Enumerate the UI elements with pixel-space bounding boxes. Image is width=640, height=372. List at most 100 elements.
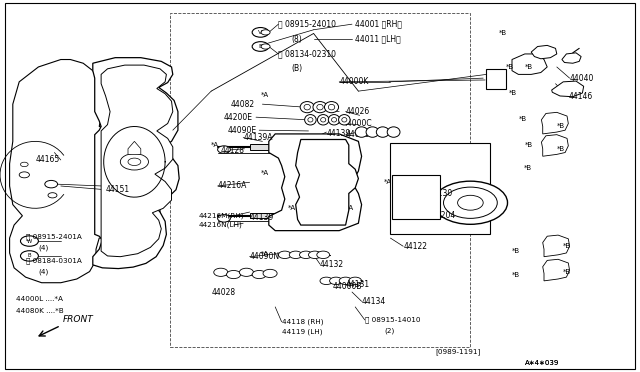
- Text: 44026: 44026: [346, 130, 370, 139]
- Text: 44000L ....*A: 44000L ....*A: [16, 296, 63, 302]
- Text: *A: *A: [261, 92, 269, 98]
- Text: 44028: 44028: [211, 288, 236, 296]
- Ellipse shape: [355, 127, 368, 137]
- Circle shape: [218, 146, 230, 153]
- Text: FRONT: FRONT: [63, 315, 93, 324]
- Polygon shape: [543, 235, 570, 257]
- Ellipse shape: [305, 115, 316, 125]
- Circle shape: [349, 277, 362, 285]
- Text: *B: *B: [525, 142, 533, 148]
- Text: 44216M(RH): 44216M(RH): [198, 212, 244, 219]
- Ellipse shape: [339, 115, 350, 125]
- Text: *B: *B: [506, 64, 514, 70]
- Text: *A: *A: [288, 205, 296, 211]
- Polygon shape: [541, 135, 568, 156]
- Text: Ⓑ 08184-0301A: Ⓑ 08184-0301A: [26, 257, 81, 264]
- Text: 44001 〈RH〉: 44001 〈RH〉: [355, 20, 402, 29]
- Circle shape: [261, 44, 270, 49]
- Ellipse shape: [317, 104, 323, 110]
- Text: *B: *B: [563, 243, 572, 248]
- Circle shape: [444, 187, 497, 218]
- Text: 44000B: 44000B: [333, 282, 362, 291]
- Text: 44131: 44131: [346, 280, 370, 289]
- Circle shape: [433, 181, 508, 224]
- Text: 44132: 44132: [320, 260, 344, 269]
- Text: *A: *A: [346, 205, 354, 211]
- Ellipse shape: [332, 118, 337, 122]
- Circle shape: [120, 154, 148, 170]
- Text: Ⓟ 08915-14010: Ⓟ 08915-14010: [365, 317, 420, 323]
- Circle shape: [239, 268, 253, 276]
- Bar: [170, 13, 470, 347]
- Text: *B: *B: [524, 165, 532, 171]
- Text: [0989-1191]: [0989-1191]: [435, 348, 481, 355]
- Text: (B): (B): [291, 64, 302, 73]
- Text: *B: *B: [509, 90, 517, 96]
- Ellipse shape: [313, 102, 327, 113]
- Ellipse shape: [376, 127, 389, 137]
- Text: 44151: 44151: [106, 185, 130, 194]
- Text: 44204: 44204: [432, 211, 456, 220]
- Text: *B: *B: [512, 248, 520, 254]
- Text: (2): (2): [384, 328, 394, 334]
- Ellipse shape: [342, 118, 347, 122]
- Text: 44122: 44122: [403, 242, 428, 251]
- Polygon shape: [552, 81, 584, 97]
- Circle shape: [261, 30, 270, 35]
- Circle shape: [19, 172, 29, 178]
- Polygon shape: [512, 54, 547, 74]
- Text: (8): (8): [291, 35, 302, 44]
- Text: B: B: [259, 44, 262, 49]
- Text: Ⓟ 08915-24010: Ⓟ 08915-24010: [278, 20, 337, 29]
- Text: *B: *B: [525, 64, 533, 70]
- Text: 44119 (LH): 44119 (LH): [282, 328, 322, 335]
- Polygon shape: [128, 141, 141, 154]
- Bar: [250, 213, 320, 218]
- Polygon shape: [93, 58, 179, 269]
- Circle shape: [252, 270, 266, 279]
- Text: 44128: 44128: [221, 146, 244, 155]
- Circle shape: [20, 251, 38, 261]
- Text: 44080K ....*B: 44080K ....*B: [16, 308, 64, 314]
- Text: Ⓑ 08134-02310: Ⓑ 08134-02310: [278, 49, 337, 58]
- Text: *A: *A: [261, 170, 269, 176]
- Circle shape: [218, 215, 230, 222]
- Text: 44200E: 44200E: [224, 113, 253, 122]
- Circle shape: [214, 268, 228, 276]
- Circle shape: [45, 180, 58, 188]
- Circle shape: [317, 251, 330, 259]
- Text: 44118 (RH): 44118 (RH): [282, 318, 323, 325]
- Text: 44134: 44134: [362, 297, 386, 306]
- Text: 44139: 44139: [250, 213, 274, 222]
- Circle shape: [48, 193, 57, 198]
- Polygon shape: [269, 134, 362, 231]
- Text: *B: *B: [518, 116, 527, 122]
- Text: 44040: 44040: [570, 74, 594, 83]
- Circle shape: [20, 162, 28, 167]
- Polygon shape: [562, 53, 581, 63]
- Ellipse shape: [328, 104, 335, 110]
- Text: 44216A: 44216A: [218, 182, 247, 190]
- Text: 44000K: 44000K: [339, 77, 369, 86]
- Text: *A: *A: [261, 251, 269, 257]
- Circle shape: [458, 195, 483, 210]
- Text: *B: *B: [499, 31, 508, 36]
- Polygon shape: [296, 140, 358, 225]
- Text: W: W: [27, 238, 32, 244]
- Circle shape: [330, 277, 342, 285]
- Text: 44026: 44026: [346, 107, 370, 116]
- Text: 44139: 44139: [326, 129, 351, 138]
- Text: (4): (4): [38, 244, 49, 251]
- Polygon shape: [10, 60, 160, 283]
- Text: 44090N: 44090N: [250, 252, 280, 261]
- Polygon shape: [541, 112, 568, 134]
- Ellipse shape: [304, 104, 310, 110]
- Ellipse shape: [366, 127, 379, 137]
- Text: Ⓢ 08915-2401A: Ⓢ 08915-2401A: [26, 233, 81, 240]
- Circle shape: [278, 251, 291, 259]
- Text: A∗4∗039: A∗4∗039: [525, 360, 559, 366]
- Circle shape: [20, 236, 38, 246]
- Circle shape: [263, 269, 277, 278]
- Ellipse shape: [300, 102, 314, 113]
- Circle shape: [252, 42, 269, 51]
